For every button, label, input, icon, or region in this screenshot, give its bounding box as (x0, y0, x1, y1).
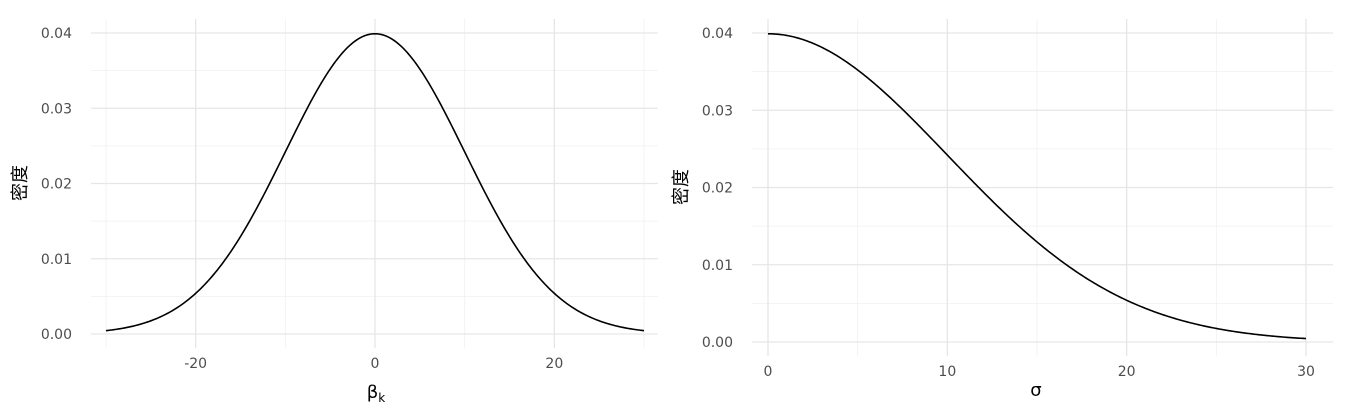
left-x-tick-label: 0 (371, 356, 380, 372)
left-x-tick-label: 20 (545, 356, 563, 372)
right-x-tick-label: 0 (764, 364, 773, 380)
left-grid (91, 19, 658, 348)
left-y-tick-label: 0.03 (41, 101, 72, 117)
right-density-chart: 0.00 0.01 0.02 0.03 0.04 0 10 20 30 σ 密度 (671, 19, 1333, 401)
right-y-axis-title: 密度 (671, 169, 692, 205)
left-x-tick-labels: -20 0 20 (184, 356, 563, 372)
right-y-tick-label: 0.00 (702, 335, 733, 351)
right-y-tick-label: 0.02 (702, 181, 733, 197)
right-y-tick-label: 0.01 (702, 258, 733, 274)
right-x-tick-label: 20 (1118, 364, 1136, 380)
right-density-curve (767, 32, 1307, 340)
left-x-axis-title-main: β (367, 382, 379, 403)
right-y-tick-label: 0.04 (702, 26, 733, 42)
left-y-tick-label: 0.00 (41, 327, 72, 343)
right-x-tick-labels: 0 10 20 30 (764, 364, 1315, 380)
right-y-tick-label: 0.03 (702, 103, 733, 119)
right-x-tick-label: 30 (1297, 364, 1315, 380)
left-density-curve (105, 32, 645, 332)
left-y-axis-title: 密度 (10, 165, 31, 201)
left-x-axis-title: βk (367, 382, 386, 405)
left-y-tick-labels: 0.00 0.01 0.02 0.03 0.04 (41, 26, 72, 343)
left-y-tick-label: 0.02 (41, 177, 72, 193)
left-y-tick-label: 0.04 (41, 26, 72, 42)
right-x-tick-label: 10 (938, 364, 956, 380)
right-grid (752, 19, 1333, 356)
left-x-tick-label: -20 (184, 356, 207, 372)
left-y-tick-label: 0.01 (41, 252, 72, 268)
left-x-axis-title-sub: k (378, 391, 385, 405)
right-y-tick-labels: 0.00 0.01 0.02 0.03 0.04 (702, 26, 733, 351)
left-density-chart: 0.00 0.01 0.02 0.03 0.04 -20 0 20 βk 密度 (10, 19, 658, 405)
right-x-axis-title: σ (1030, 380, 1041, 401)
